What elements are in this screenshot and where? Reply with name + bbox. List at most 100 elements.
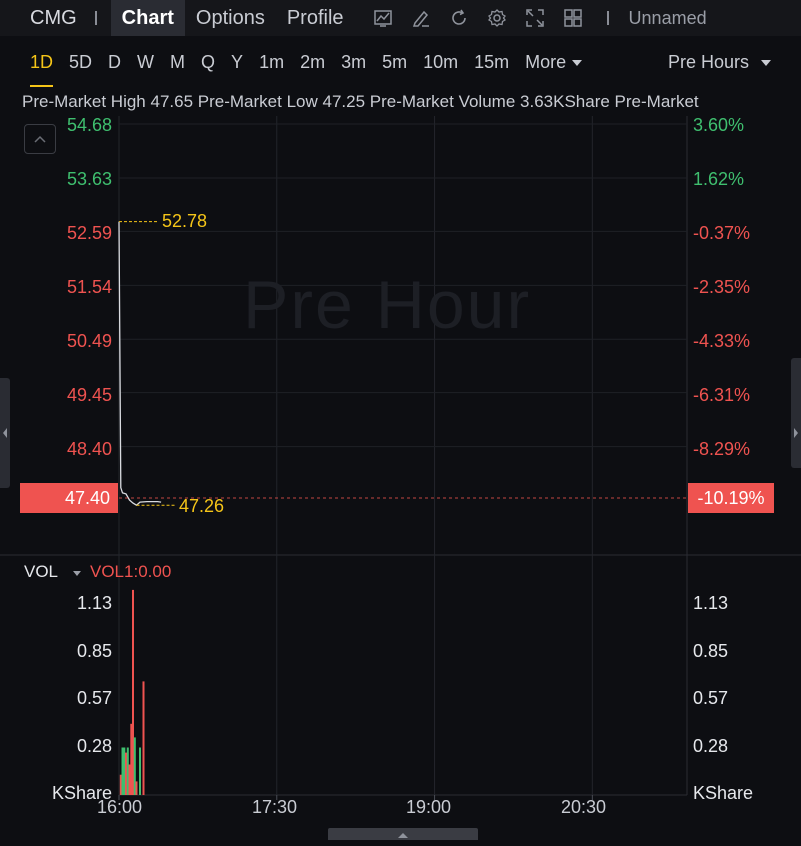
period-year[interactable]: Y — [231, 51, 244, 72]
time-tick: 20:30 — [561, 797, 607, 817]
low-label: Pre-Market Low — [197, 92, 318, 111]
volume-indicator-value: VOL1:0.00 — [90, 562, 172, 581]
volume-tick: 1.13 — [693, 593, 729, 613]
high-value: 47.65 — [150, 92, 194, 111]
period-month[interactable]: M — [170, 51, 186, 72]
volume-bars — [119, 589, 145, 795]
volume-tick: 0.28 — [693, 736, 729, 756]
volume-bar — [125, 752, 127, 795]
volume-tick: 0.85 — [76, 641, 112, 661]
price-tick: 53.63 — [66, 169, 112, 189]
percent-tick: -4.33% — [693, 331, 751, 351]
period-5d[interactable]: 5D — [69, 51, 93, 72]
price-tick: 51.54 — [66, 277, 112, 297]
session-dropdown[interactable]: Pre Hours — [668, 52, 771, 73]
volume-tick: 0.28 — [76, 736, 112, 756]
price-line — [118, 221, 162, 507]
period-quarter[interactable]: Q — [201, 51, 216, 72]
volume-bar — [142, 681, 145, 795]
period-day[interactable]: D — [108, 51, 122, 72]
bottom-panel-toggle[interactable] — [328, 828, 478, 840]
chevron-left-icon — [3, 428, 7, 438]
current-change-tag: -10.19% — [688, 483, 774, 513]
price-tick: 52.59 — [66, 223, 112, 243]
current-price-tag: 47.40 — [20, 483, 118, 513]
volume-bar — [139, 747, 141, 795]
period-5m[interactable]: 5m — [382, 51, 408, 72]
volume-tick: 0.57 — [693, 688, 729, 708]
low-value: 47.25 — [322, 92, 366, 111]
percent-tick: -6.31% — [693, 385, 751, 405]
tab-options[interactable]: Options — [195, 7, 265, 29]
settings-icon[interactable] — [487, 8, 507, 28]
symbol-label[interactable]: CMG — [30, 6, 77, 29]
low-marker-label: 47.26 — [179, 496, 225, 516]
volume-unit: KShare — [51, 783, 112, 803]
period-10m[interactable]: 10m — [423, 51, 459, 72]
high-label: Pre-Market High — [22, 92, 146, 111]
fullscreen-icon[interactable] — [525, 8, 545, 28]
volume-bar — [119, 774, 122, 795]
session-label: Pre Hours — [667, 51, 749, 72]
collapse-button[interactable] — [24, 124, 56, 154]
volume-bar — [130, 723, 133, 795]
volume-bar — [133, 737, 136, 795]
volume-tick: 0.57 — [76, 688, 112, 708]
chevron-down-icon — [572, 59, 583, 66]
volume-tick: 1.13 — [76, 593, 112, 613]
refresh-icon[interactable] — [449, 8, 469, 28]
volume-unit: KShare — [693, 783, 754, 803]
volume-tick: 0.85 — [693, 641, 729, 661]
chart-toolbar: CMG Chart Options Profile Unnamed — [0, 0, 801, 36]
percent-tick: 1.62% — [693, 169, 745, 189]
high-marker-label: 52.78 — [162, 211, 208, 231]
volume-bar — [123, 747, 126, 795]
period-week[interactable]: W — [137, 51, 155, 72]
period-15m[interactable]: 15m — [474, 51, 510, 72]
chevron-down-icon[interactable] — [73, 571, 81, 576]
more-label: More — [525, 51, 567, 72]
period-1m[interactable]: 1m — [259, 51, 285, 72]
layout-grid-icon[interactable] — [563, 8, 583, 28]
tab-profile[interactable]: Profile — [286, 7, 344, 29]
period-1d[interactable]: 1D — [30, 51, 54, 87]
price-tick: 48.40 — [66, 439, 112, 459]
volume-bar — [135, 781, 138, 795]
premarket-stats: Pre-Market High 47.65 Pre-Market Low 47.… — [22, 92, 792, 112]
watermark: Pre Hour — [243, 267, 532, 343]
period-selector: 1D 5D D W M Q Y 1m 2m 3m 5m 10m 15m More… — [0, 36, 801, 88]
percent-tick: -2.35% — [693, 277, 751, 297]
time-tick: 17:30 — [252, 797, 298, 817]
tab-chart[interactable]: Chart — [110, 0, 185, 36]
volume-label: Pre-Market Volume — [369, 92, 516, 111]
chevron-up-icon — [34, 135, 46, 143]
volume-bar — [121, 747, 124, 795]
time-tick: 16:00 — [97, 797, 143, 817]
chevron-up-icon — [398, 833, 408, 838]
right-panel-toggle[interactable] — [791, 358, 801, 468]
price-tick: 50.49 — [66, 331, 112, 351]
volume-value: 3.63KShare — [520, 92, 610, 111]
chevron-right-icon — [794, 428, 798, 438]
period-3m[interactable]: 3m — [341, 51, 367, 72]
percent-tick: -8.29% — [693, 439, 751, 459]
left-panel-toggle[interactable] — [0, 378, 10, 488]
indicator-icon[interactable] — [373, 8, 393, 28]
more-periods-dropdown[interactable]: More — [525, 51, 583, 73]
percent-tick: -0.37% — [693, 223, 751, 243]
period-2m[interactable]: 2m — [300, 51, 326, 72]
extra-label: Pre-Market — [614, 92, 699, 111]
percent-tick: 3.60% — [693, 115, 745, 135]
layout-name[interactable]: Unnamed — [628, 7, 707, 28]
volume-bar — [126, 747, 129, 795]
toolbar-divider — [94, 11, 97, 25]
toolbar-divider — [606, 11, 609, 25]
chart-grid — [0, 116, 801, 800]
volume-indicator-label[interactable]: VOL — [24, 562, 59, 581]
price-tick: 49.45 — [66, 385, 112, 405]
volume-bar — [128, 764, 131, 795]
volume-bar — [132, 589, 134, 795]
chevron-down-icon — [761, 59, 771, 66]
draw-icon[interactable] — [411, 8, 431, 28]
